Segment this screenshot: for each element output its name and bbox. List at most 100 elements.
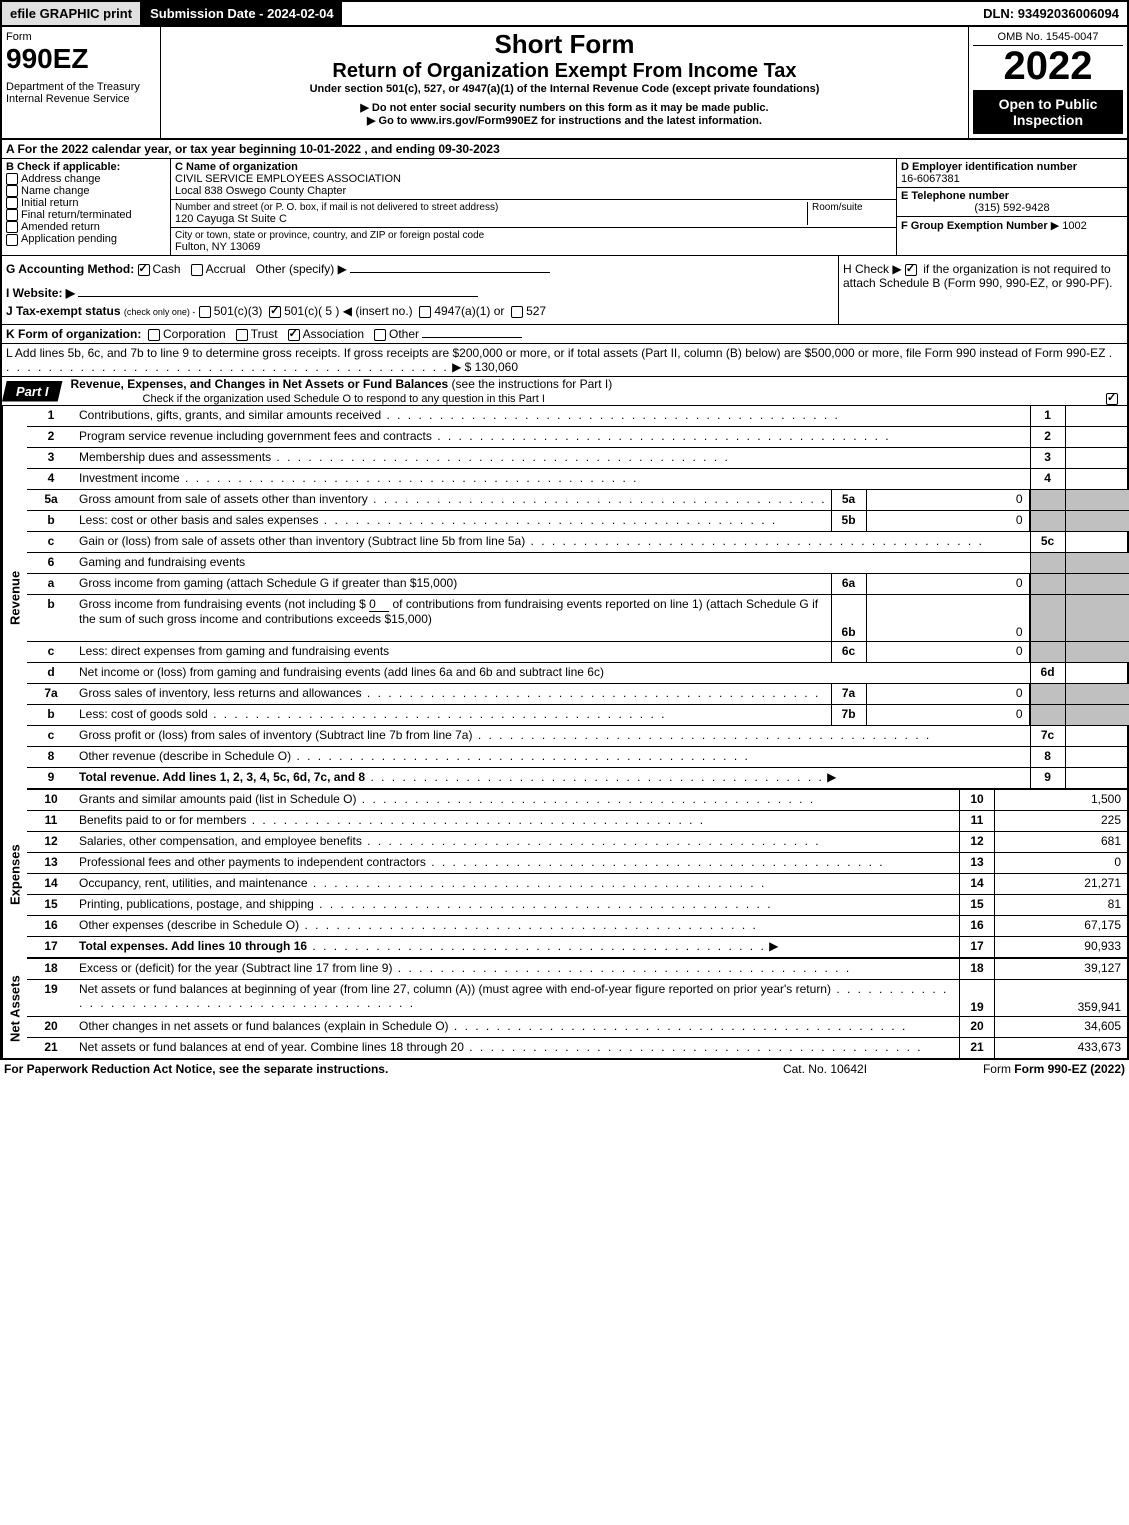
dept-treasury: Department of the Treasury Internal Reve… xyxy=(6,81,156,105)
g-accrual-check[interactable] xyxy=(191,264,203,276)
ein: 16-6067381 xyxy=(901,173,1123,185)
dln-value: 93492036006094 xyxy=(1018,6,1119,21)
tax-year: 2022 xyxy=(973,46,1123,86)
open-inspection: Open to Public Inspection xyxy=(973,90,1123,134)
h-check[interactable] xyxy=(905,264,917,276)
k-row: K Form of organization: Corporation Trus… xyxy=(0,325,1129,344)
website-input[interactable] xyxy=(78,296,478,297)
g-other: Other (specify) ▶ xyxy=(256,262,347,276)
section-a: A For the 2022 calendar year, or tax yea… xyxy=(0,140,1129,159)
line-3: 3 Membership dues and assessments 3 126,… xyxy=(27,448,1129,469)
line-9: 9 Total revenue. Add lines 1, 2, 3, 4, 5… xyxy=(27,768,1129,790)
line-18: 18 Excess or (deficit) for the year (Sub… xyxy=(27,959,1127,980)
b-application-pending[interactable]: Application pending xyxy=(6,233,166,245)
street-label: Number and street (or P. O. box, if mail… xyxy=(175,202,807,213)
b-name-change[interactable]: Name change xyxy=(6,185,166,197)
col-def: D Employer identification number 16-6067… xyxy=(897,159,1127,255)
b-address-change[interactable]: Address change xyxy=(6,173,166,185)
part1-title: Revenue, Expenses, and Changes in Net As… xyxy=(63,377,613,391)
line-5c: c Gain or (loss) from sale of assets oth… xyxy=(27,532,1129,553)
j-527[interactable] xyxy=(511,306,523,318)
c-name-label: C Name of organization xyxy=(175,161,892,173)
dln-label: DLN: xyxy=(983,6,1014,21)
e-label: E Telephone number xyxy=(901,190,1123,202)
form-header: Form 990EZ Department of the Treasury In… xyxy=(0,27,1129,140)
col-b: B Check if applicable: Address change Na… xyxy=(2,159,171,255)
form-word: Form xyxy=(6,31,156,43)
part1-header: Part I Revenue, Expenses, and Changes in… xyxy=(0,377,1129,406)
line-11: 11 Benefits paid to or for members 11 22… xyxy=(27,811,1127,832)
line-15: 15 Printing, publications, postage, and … xyxy=(27,895,1127,916)
page-footer: For Paperwork Reduction Act Notice, see … xyxy=(0,1060,1129,1078)
expenses-table: Expenses 10 Grants and similar amounts p… xyxy=(0,790,1129,959)
k-other[interactable] xyxy=(374,329,386,341)
j-501c[interactable] xyxy=(269,306,281,318)
ssn-note: ▶ Do not enter social security numbers o… xyxy=(165,101,964,114)
street-value: 120 Cayuga St Suite C xyxy=(175,213,807,225)
line-10: 10 Grants and similar amounts paid (list… xyxy=(27,790,1127,811)
d-label: D Employer identification number xyxy=(901,161,1123,173)
i-label: I Website: ▶ xyxy=(6,286,75,300)
footer-left: For Paperwork Reduction Act Notice, see … xyxy=(4,1062,725,1076)
revenue-table: Revenue 1 Contributions, gifts, grants, … xyxy=(0,406,1129,790)
line-6d: d Net income or (loss) from gaming and f… xyxy=(27,663,1129,684)
line-2: 2 Program service revenue including gove… xyxy=(27,427,1129,448)
line-6c: c Less: direct expenses from gaming and … xyxy=(27,642,1129,663)
b-amended-return[interactable]: Amended return xyxy=(6,221,166,233)
k-label: K Form of organization: xyxy=(6,327,141,341)
i-row: I Website: ▶ xyxy=(6,286,834,300)
footer-cat: Cat. No. 10642I xyxy=(725,1062,925,1076)
line-13: 13 Professional fees and other payments … xyxy=(27,853,1127,874)
ghij-box: G Accounting Method: Cash Accrual Other … xyxy=(0,256,1129,325)
line-17: 17 Total expenses. Add lines 10 through … xyxy=(27,937,1127,959)
line-14: 14 Occupancy, rent, utilities, and maint… xyxy=(27,874,1127,895)
h-box: H Check ▶ if the organization is not req… xyxy=(838,256,1127,324)
short-form-title: Short Form xyxy=(165,29,964,60)
l-amount: $ 130,060 xyxy=(465,360,518,374)
dln: DLN: 93492036006094 xyxy=(975,2,1127,25)
k-assoc[interactable] xyxy=(288,329,300,341)
header-center: Short Form Return of Organization Exempt… xyxy=(161,27,969,138)
k-other-input[interactable] xyxy=(422,337,522,338)
header-right: OMB No. 1545-0047 2022 Open to Public In… xyxy=(969,27,1127,138)
line-20: 20 Other changes in net assets or fund b… xyxy=(27,1017,1127,1038)
goto-link[interactable]: ▶ Go to www.irs.gov/Form990EZ for instru… xyxy=(165,114,964,127)
col-c: C Name of organization CIVIL SERVICE EMP… xyxy=(171,159,897,255)
city-value: Fulton, NY 13069 xyxy=(175,241,892,253)
b-initial-return[interactable]: Initial return xyxy=(6,197,166,209)
top-bar: efile GRAPHIC print Submission Date - 20… xyxy=(0,0,1129,27)
line-7b: b Less: cost of goods sold 7b 0 xyxy=(27,705,1129,726)
part1-sub: Check if the organization used Schedule … xyxy=(63,393,545,405)
g-other-input[interactable] xyxy=(350,272,550,273)
l-text: L Add lines 5b, 6c, and 7b to line 9 to … xyxy=(6,346,1105,360)
f-arrow: ▶ xyxy=(1051,220,1059,232)
footer-right: Form Form 990-EZ (2022) xyxy=(925,1062,1125,1076)
line-12: 12 Salaries, other compensation, and emp… xyxy=(27,832,1127,853)
j-row: J Tax-exempt status (check only one) - 5… xyxy=(6,304,834,318)
netassets-table: Net Assets 18 Excess or (deficit) for th… xyxy=(0,959,1129,1060)
line-21: 21 Net assets or fund balances at end of… xyxy=(27,1038,1127,1058)
line-19: 19 Net assets or fund balances at beginn… xyxy=(27,980,1127,1017)
g-label: G Accounting Method: xyxy=(6,262,134,276)
line-7c: c Gross profit or (loss) from sales of i… xyxy=(27,726,1129,747)
revenue-vtab: Revenue xyxy=(2,406,27,790)
efile-print-button[interactable]: efile GRAPHIC print xyxy=(2,2,142,25)
j-501c3[interactable] xyxy=(199,306,211,318)
header-left: Form 990EZ Department of the Treasury In… xyxy=(2,27,161,138)
expenses-vtab: Expenses xyxy=(2,790,27,959)
f-label: F Group Exemption Number xyxy=(901,220,1048,232)
b-final-return[interactable]: Final return/terminated xyxy=(6,209,166,221)
g-cash-check[interactable] xyxy=(138,264,150,276)
part1-schedO-check[interactable] xyxy=(1106,393,1118,405)
k-corp[interactable] xyxy=(148,329,160,341)
line-1: 1 Contributions, gifts, grants, and simi… xyxy=(27,406,1129,427)
line-6b: b Gross income from fundraising events (… xyxy=(27,595,1129,642)
b-title: B Check if applicable: xyxy=(6,161,166,173)
org-name-2: Local 838 Oswego County Chapter xyxy=(175,185,892,197)
j-4947[interactable] xyxy=(419,306,431,318)
k-trust[interactable] xyxy=(236,329,248,341)
room-label: Room/suite xyxy=(812,202,892,213)
line-8: 8 Other revenue (describe in Schedule O)… xyxy=(27,747,1129,768)
submission-date: Submission Date - 2024-02-04 xyxy=(142,2,342,25)
netassets-vtab: Net Assets xyxy=(2,959,27,1058)
